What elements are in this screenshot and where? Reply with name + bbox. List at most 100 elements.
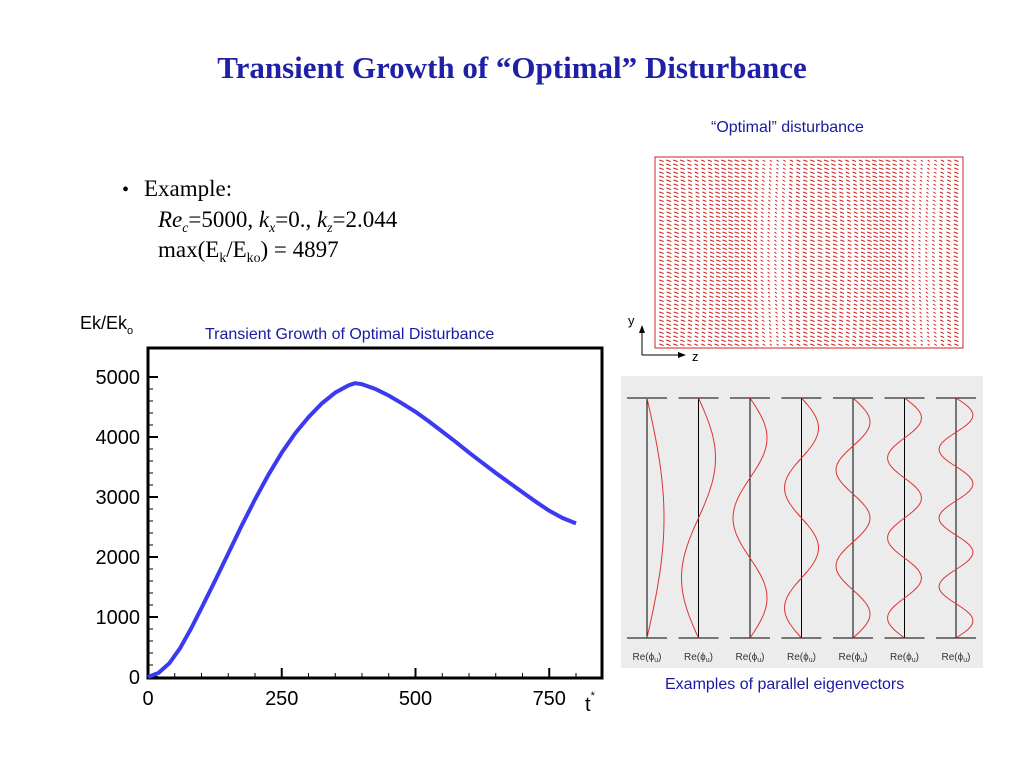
vector-dash bbox=[747, 247, 752, 250]
vector-dash bbox=[911, 271, 915, 274]
vector-dash bbox=[817, 243, 823, 246]
vector-dash bbox=[860, 291, 865, 294]
vector-dash bbox=[817, 315, 823, 318]
vector-dash bbox=[795, 299, 800, 302]
x-tick-label: 750 bbox=[533, 688, 566, 710]
vector-dash bbox=[879, 299, 885, 302]
vector-dash bbox=[840, 235, 845, 238]
vector-dash bbox=[748, 175, 753, 178]
vector-dash bbox=[741, 187, 746, 190]
vector-dash bbox=[688, 203, 693, 206]
vector-dash bbox=[734, 235, 740, 238]
vector-dash bbox=[721, 195, 727, 198]
vector-dash bbox=[946, 235, 951, 238]
vector-dash bbox=[810, 311, 815, 314]
vector-dash bbox=[689, 247, 694, 250]
vector-dash bbox=[762, 159, 766, 162]
vector-dash bbox=[727, 167, 733, 170]
vector-dash bbox=[926, 195, 929, 198]
vector-dash bbox=[727, 183, 733, 186]
vector-dash bbox=[788, 319, 793, 322]
vector-dash bbox=[776, 339, 779, 342]
vector-dash bbox=[802, 223, 808, 226]
vector-dash bbox=[702, 203, 707, 206]
vector-dash bbox=[831, 171, 837, 174]
vector-dash bbox=[839, 199, 844, 202]
vector-dash bbox=[775, 191, 778, 194]
vector-dash bbox=[938, 267, 943, 270]
vector-dash bbox=[747, 303, 752, 306]
vector-dash bbox=[911, 275, 915, 278]
vector-dash bbox=[867, 235, 872, 238]
vector-dash bbox=[774, 259, 777, 262]
vector-dash bbox=[866, 307, 872, 310]
vector-dash bbox=[659, 311, 664, 314]
vector-dash bbox=[925, 291, 929, 294]
vector-dash bbox=[708, 187, 714, 190]
vector-dash bbox=[760, 287, 764, 290]
vector-dash bbox=[939, 199, 944, 202]
vector-dash bbox=[866, 211, 872, 214]
vector-dash bbox=[768, 311, 771, 314]
vector-dash bbox=[795, 315, 800, 318]
vector-dash bbox=[878, 163, 884, 166]
vector-dash bbox=[673, 323, 679, 326]
vector-dash bbox=[762, 167, 766, 170]
vector-dash bbox=[939, 291, 943, 294]
vector-dash bbox=[774, 211, 778, 214]
vector-dash bbox=[872, 323, 878, 326]
vector-dash bbox=[695, 303, 700, 306]
vector-dash bbox=[727, 175, 733, 178]
vector-dash bbox=[904, 219, 909, 222]
vector-dash bbox=[832, 271, 838, 274]
vector-dash bbox=[788, 275, 792, 278]
vector-dash bbox=[680, 311, 686, 314]
vector-dash bbox=[795, 251, 800, 254]
vector-dash bbox=[879, 275, 885, 278]
vector-dash bbox=[939, 315, 944, 318]
vector-dash bbox=[925, 267, 928, 270]
vector-dash bbox=[946, 215, 951, 218]
vector-dash bbox=[714, 339, 720, 342]
vector-dash bbox=[853, 203, 858, 206]
vector-dash bbox=[768, 183, 772, 186]
vector-dash bbox=[694, 179, 699, 182]
vector-dash bbox=[839, 211, 845, 214]
vector-dash bbox=[666, 211, 672, 214]
vector-dash bbox=[768, 199, 771, 202]
vector-dash bbox=[832, 251, 838, 254]
vector-dash bbox=[892, 323, 897, 326]
vector-dash bbox=[932, 227, 936, 230]
vector-dash bbox=[938, 239, 943, 242]
vector-dash bbox=[824, 299, 830, 302]
vector-dash bbox=[721, 303, 727, 306]
vector-dash bbox=[885, 295, 891, 298]
vector-dash bbox=[885, 159, 891, 162]
vector-dash bbox=[681, 227, 687, 230]
vector-dash bbox=[681, 263, 687, 266]
vector-dash bbox=[911, 255, 915, 258]
vector-dash bbox=[879, 259, 885, 262]
vector-dash bbox=[918, 239, 921, 242]
vector-dash bbox=[696, 223, 701, 226]
vector-dash bbox=[885, 327, 891, 330]
vector-dash bbox=[688, 191, 693, 194]
vector-dash bbox=[728, 263, 734, 266]
vector-dash bbox=[940, 163, 945, 166]
vector-dash bbox=[846, 195, 851, 198]
vector-dash bbox=[891, 291, 897, 294]
vector-dash bbox=[761, 187, 765, 190]
vector-dash bbox=[753, 255, 758, 258]
vector-dash bbox=[674, 283, 679, 286]
vector-dash bbox=[810, 275, 815, 278]
vector-dash bbox=[879, 251, 885, 254]
vector-dash bbox=[666, 207, 672, 210]
vector-dash bbox=[795, 263, 800, 266]
vector-dash bbox=[666, 219, 672, 222]
vector-dash bbox=[918, 283, 922, 286]
vector-dash bbox=[839, 223, 845, 226]
vector-dash bbox=[824, 339, 829, 342]
vector-dash bbox=[859, 331, 864, 334]
vector-dash bbox=[817, 323, 823, 326]
vector-dash bbox=[911, 283, 915, 286]
